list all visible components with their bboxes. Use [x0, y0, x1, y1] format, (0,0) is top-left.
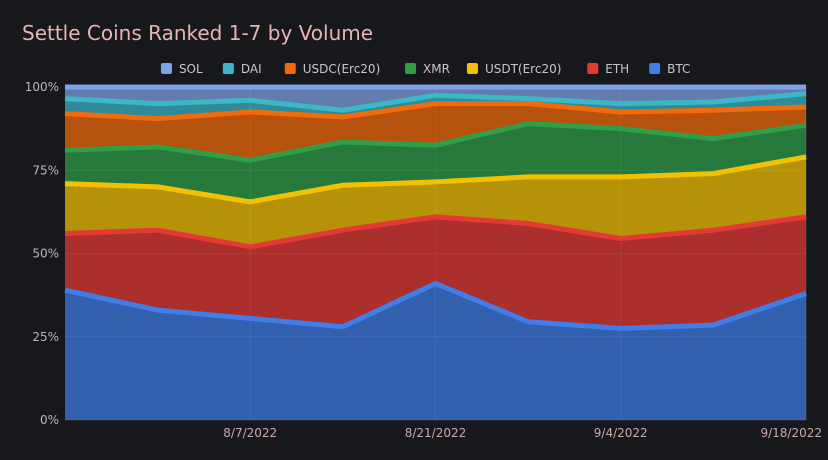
x-tick-label: 9/4/2022	[594, 426, 648, 440]
area-sol	[65, 87, 806, 111]
legend-item-xmr[interactable]: XMR	[405, 62, 450, 76]
y-tick-label: 50%	[32, 247, 59, 261]
area-eth	[65, 216, 806, 329]
series-lines	[64, 84, 807, 331]
chart-title: Settle Coins Ranked 1-7 by Volume	[22, 21, 373, 45]
legend-swatch	[649, 63, 661, 74]
y-tick-label: 100%	[25, 80, 59, 94]
legend-label: DAI	[241, 62, 262, 76]
legend-swatch	[222, 63, 234, 74]
y-tick-label: 75%	[32, 163, 59, 177]
legend-swatch	[587, 63, 599, 74]
y-tick-label: 0%	[40, 413, 59, 427]
x-axis-ticks: 8/7/2022 8/21/2022 9/4/2022 9/18/2022	[223, 426, 822, 440]
x-tick-label: 8/21/2022	[405, 426, 467, 440]
legend-label: ETH	[605, 62, 629, 76]
area-xmr	[65, 123, 806, 202]
legend-item-usdt-erc20[interactable]: USDT(Erc20)	[466, 62, 561, 76]
legend-item-usdc-erc20[interactable]: USDC(Erc20)	[284, 62, 381, 76]
legend-item-btc[interactable]: BTC	[649, 62, 690, 76]
legend-label: SOL	[179, 62, 203, 76]
legend-label: XMR	[423, 62, 450, 76]
legend-item-dai[interactable]: DAI	[222, 62, 262, 76]
legend-swatch	[284, 63, 296, 74]
x-tick-label: 9/18/2022	[760, 426, 822, 440]
legend-item-sol[interactable]: SOL	[160, 62, 203, 76]
legend-swatch	[466, 63, 478, 74]
x-tick-label: 8/7/2022	[223, 426, 277, 440]
y-axis-ticks: 0% 25% 50% 75% 100%	[25, 80, 59, 427]
legend-item-eth[interactable]: ETH	[587, 62, 629, 76]
legend-label: USDT(Erc20)	[485, 62, 561, 76]
legend-label: BTC	[667, 62, 690, 76]
legend-label: USDC(Erc20)	[303, 62, 381, 76]
y-tick-label: 25%	[32, 330, 59, 344]
area-btc	[65, 283, 806, 420]
legend-swatch	[405, 63, 417, 74]
legend: SOL DAI USDC(Erc20) XMR USDT(Erc20) ETH BTC	[160, 62, 690, 76]
legend-swatch	[160, 63, 172, 74]
area-usdc-erc20	[65, 103, 806, 161]
